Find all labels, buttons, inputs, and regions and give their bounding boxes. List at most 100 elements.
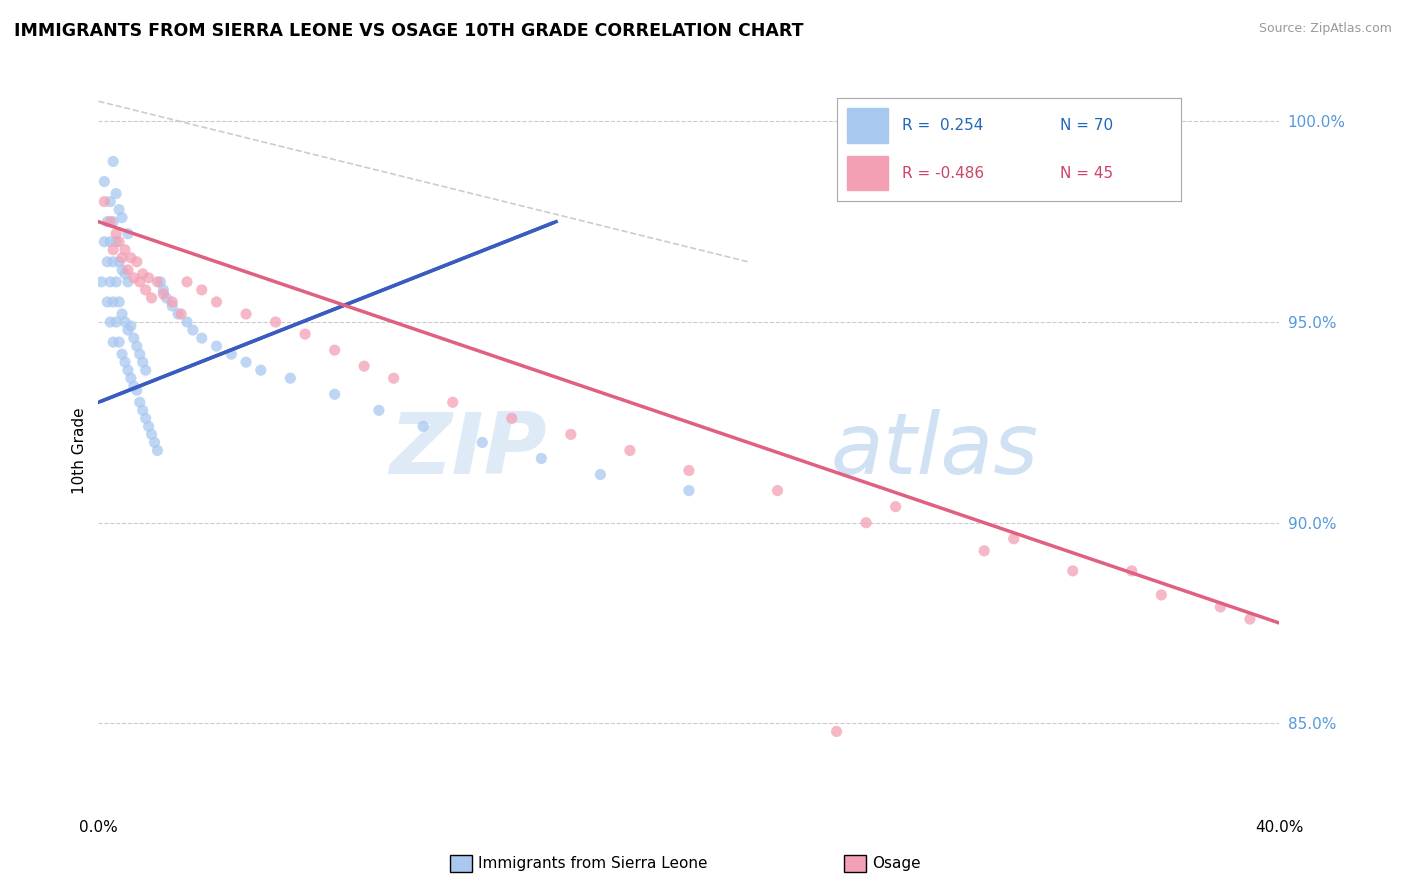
- Text: Immigrants from Sierra Leone: Immigrants from Sierra Leone: [478, 856, 707, 871]
- Point: [264, 315, 287, 329]
- Point: [825, 724, 848, 739]
- Y-axis label: 10th Grade: 10th Grade: [72, 407, 87, 494]
- Point: [138, 419, 160, 434]
- Point: [135, 363, 157, 377]
- Point: [1209, 600, 1232, 615]
- Point: [105, 275, 128, 289]
- Point: [368, 403, 391, 417]
- Point: [108, 202, 131, 217]
- Point: [114, 315, 136, 329]
- Point: [294, 327, 316, 342]
- Point: [1239, 612, 1261, 626]
- Point: [98, 194, 121, 209]
- Text: R = -0.486: R = -0.486: [903, 166, 984, 180]
- Point: [1150, 588, 1173, 602]
- Point: [98, 235, 121, 249]
- Point: [221, 347, 243, 361]
- Point: [103, 154, 125, 169]
- Point: [125, 255, 148, 269]
- Point: [589, 467, 612, 482]
- Point: [132, 267, 155, 281]
- Point: [105, 227, 128, 241]
- Point: [146, 275, 169, 289]
- Point: [93, 175, 115, 189]
- Point: [96, 295, 118, 310]
- Bar: [846, 108, 889, 144]
- Point: [353, 359, 375, 374]
- Point: [176, 315, 198, 329]
- Point: [170, 307, 193, 321]
- Point: [146, 443, 169, 458]
- Point: [152, 287, 174, 301]
- Point: [138, 271, 160, 285]
- Point: [117, 275, 139, 289]
- Point: [141, 427, 163, 442]
- Point: [280, 371, 302, 385]
- Point: [1121, 564, 1143, 578]
- Point: [1062, 564, 1084, 578]
- Point: [96, 255, 118, 269]
- Point: [560, 427, 582, 442]
- Point: [167, 307, 190, 321]
- Point: [125, 384, 148, 398]
- Text: atlas: atlas: [831, 409, 1039, 492]
- Point: [149, 275, 172, 289]
- Point: [103, 215, 125, 229]
- Point: [108, 235, 131, 249]
- Point: [117, 263, 139, 277]
- Point: [120, 251, 142, 265]
- Point: [98, 215, 121, 229]
- Point: [141, 291, 163, 305]
- Point: [855, 516, 877, 530]
- Point: [103, 243, 125, 257]
- Point: [191, 331, 214, 345]
- Point: [117, 363, 139, 377]
- Point: [155, 291, 177, 305]
- Point: [111, 307, 134, 321]
- Point: [111, 347, 134, 361]
- Point: [678, 464, 700, 478]
- Point: [235, 307, 257, 321]
- Point: [162, 295, 183, 310]
- Point: [128, 395, 150, 409]
- Point: [117, 323, 139, 337]
- Point: [103, 255, 125, 269]
- Point: [111, 251, 134, 265]
- Bar: [846, 155, 889, 190]
- Point: [108, 255, 131, 269]
- Point: [323, 387, 346, 401]
- Point: [128, 347, 150, 361]
- Point: [122, 331, 145, 345]
- Text: R =  0.254: R = 0.254: [903, 119, 983, 133]
- Point: [501, 411, 523, 425]
- Point: [152, 283, 174, 297]
- Point: [98, 275, 121, 289]
- Text: Source: ZipAtlas.com: Source: ZipAtlas.com: [1258, 22, 1392, 36]
- Point: [93, 235, 115, 249]
- Text: IMMIGRANTS FROM SIERRA LEONE VS OSAGE 10TH GRADE CORRELATION CHART: IMMIGRANTS FROM SIERRA LEONE VS OSAGE 10…: [14, 22, 804, 40]
- Point: [143, 435, 166, 450]
- Point: [205, 339, 228, 353]
- Point: [120, 319, 142, 334]
- Point: [98, 315, 121, 329]
- Point: [323, 343, 346, 358]
- Point: [678, 483, 700, 498]
- Point: [103, 295, 125, 310]
- Point: [176, 275, 198, 289]
- Point: [250, 363, 273, 377]
- Point: [114, 267, 136, 281]
- Point: [111, 211, 134, 225]
- Point: [1002, 532, 1025, 546]
- Point: [382, 371, 405, 385]
- Text: N = 70: N = 70: [1060, 119, 1114, 133]
- Point: [122, 379, 145, 393]
- Point: [884, 500, 907, 514]
- Text: ZIP: ZIP: [389, 409, 547, 492]
- Point: [90, 275, 112, 289]
- Point: [105, 315, 128, 329]
- Point: [471, 435, 494, 450]
- Point: [103, 335, 125, 350]
- Point: [105, 235, 128, 249]
- Point: [108, 335, 131, 350]
- Point: [132, 403, 155, 417]
